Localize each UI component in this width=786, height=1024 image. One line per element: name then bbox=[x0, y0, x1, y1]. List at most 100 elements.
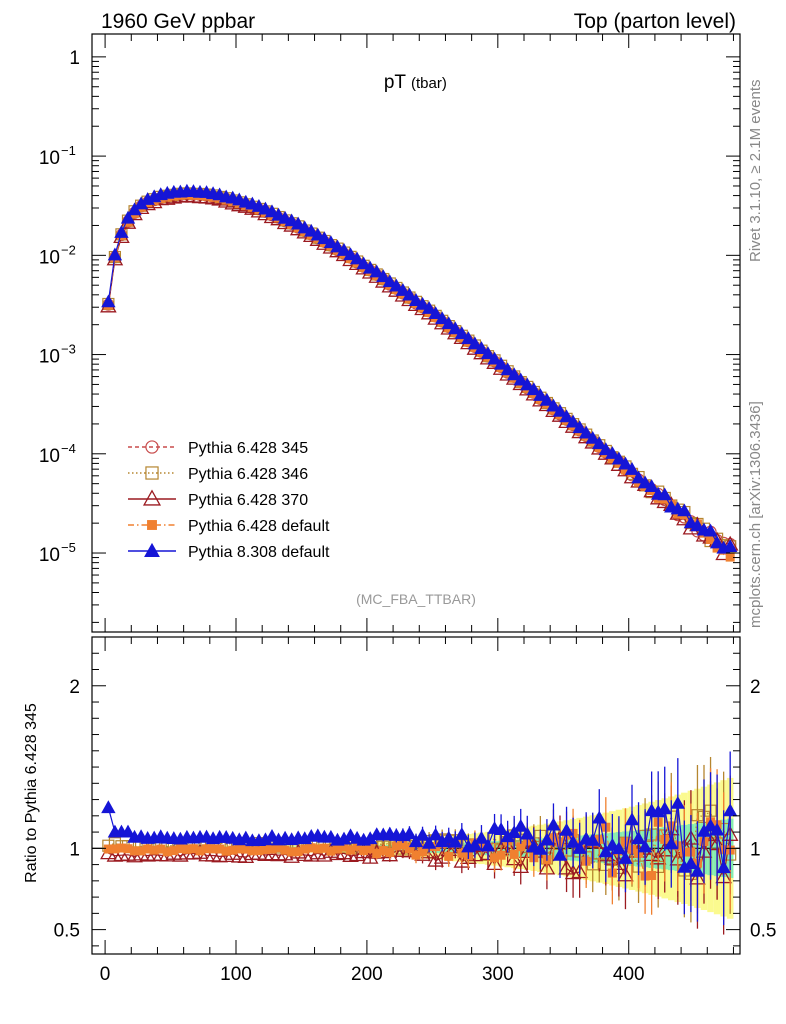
data-point bbox=[572, 420, 587, 434]
data-point bbox=[175, 844, 185, 854]
x-tick-label: 0 bbox=[100, 964, 111, 985]
data-point bbox=[144, 542, 160, 557]
data-point bbox=[402, 826, 417, 840]
data-point bbox=[572, 840, 587, 854]
y-tick-exponent: −2 bbox=[61, 242, 76, 257]
top-data-area bbox=[100, 183, 739, 562]
legend-label: Pythia 6.428 default bbox=[188, 518, 330, 535]
data-point bbox=[467, 336, 483, 350]
data-point bbox=[657, 487, 672, 501]
data-point bbox=[142, 489, 162, 506]
data-point bbox=[306, 843, 316, 853]
data-point bbox=[221, 846, 231, 856]
legend: Pythia 6.428 345 Pythia 6.428 346 Pythia 6… bbox=[128, 440, 330, 561]
data-point bbox=[267, 844, 277, 854]
main-plot: 110−110−210−310−410−5 pT (tbar) (MC_FBA_… bbox=[39, 33, 741, 633]
data-point bbox=[480, 838, 496, 852]
data-point bbox=[116, 843, 126, 853]
ratio-y-tick-label-right: 2 bbox=[750, 677, 761, 698]
data-point bbox=[385, 847, 395, 857]
data-point bbox=[677, 859, 692, 873]
analysis-watermark: (MC_FBA_TTBAR) bbox=[356, 591, 476, 607]
data-point bbox=[592, 436, 607, 450]
legend-label: Pythia 8.308 default bbox=[188, 544, 330, 561]
data-point bbox=[647, 871, 657, 881]
data-point bbox=[300, 844, 310, 854]
data-point bbox=[101, 294, 116, 308]
data-point bbox=[237, 848, 255, 864]
data-point bbox=[624, 812, 640, 826]
data-point bbox=[208, 844, 218, 854]
data-point bbox=[408, 834, 424, 848]
rivet-label: Rivet 3.1.10, ≥ 2.1M events bbox=[747, 80, 764, 263]
data-point bbox=[448, 321, 463, 335]
data-point bbox=[490, 853, 500, 863]
data-point bbox=[703, 523, 718, 537]
y-tick-exponent: −4 bbox=[61, 441, 76, 456]
data-point bbox=[389, 278, 404, 292]
data-point bbox=[215, 844, 225, 854]
ratio-plot: 0.5 0.5 1 1 2 2 0 100 200 300 400 Ratio to Pythia … bbox=[23, 636, 776, 985]
data-point bbox=[546, 398, 561, 412]
data-point bbox=[101, 800, 116, 814]
data-point bbox=[254, 846, 264, 856]
data-point bbox=[533, 841, 548, 855]
data-point bbox=[670, 795, 686, 809]
data-point bbox=[605, 446, 620, 459]
data-point bbox=[376, 269, 391, 283]
data-point bbox=[506, 367, 522, 381]
data-point bbox=[716, 860, 731, 874]
x-tick-label: 300 bbox=[482, 964, 514, 985]
ratio-y-tick-label-right: 1 bbox=[750, 839, 761, 860]
legend-label: Pythia 6.428 370 bbox=[188, 492, 308, 509]
data-point bbox=[565, 414, 581, 428]
data-point bbox=[618, 851, 633, 864]
data-point bbox=[247, 846, 257, 856]
ratio-plot-axes: 0.5 0.5 1 1 2 2 0 100 200 300 400 bbox=[54, 636, 776, 985]
data-point bbox=[434, 834, 450, 848]
data-point bbox=[520, 826, 535, 840]
data-point bbox=[145, 440, 159, 454]
data-point bbox=[598, 844, 614, 858]
data-point bbox=[395, 283, 411, 296]
data-point bbox=[162, 847, 172, 857]
data-point bbox=[677, 503, 692, 517]
data-point bbox=[149, 845, 159, 855]
data-point bbox=[156, 844, 166, 854]
data-point bbox=[516, 842, 526, 852]
data-point bbox=[349, 251, 365, 265]
data-point bbox=[428, 827, 443, 841]
header-energy: 1960 GeV ppbar bbox=[101, 10, 255, 33]
data-point bbox=[110, 844, 120, 854]
data-point bbox=[513, 818, 528, 832]
data-point bbox=[526, 382, 542, 396]
data-point bbox=[520, 377, 535, 391]
data-point bbox=[631, 470, 646, 484]
data-point bbox=[722, 539, 738, 552]
data-point bbox=[454, 326, 470, 340]
data-point bbox=[461, 331, 476, 345]
data-point bbox=[378, 846, 388, 856]
data-point bbox=[398, 840, 408, 850]
data-point bbox=[683, 856, 699, 869]
data-point bbox=[722, 803, 738, 817]
y-tick-label: 10 bbox=[39, 148, 60, 169]
data-point bbox=[611, 841, 627, 855]
data-point bbox=[114, 225, 129, 238]
y-tick-label: 1 bbox=[69, 48, 80, 69]
data-point bbox=[631, 831, 646, 845]
data-point bbox=[145, 466, 159, 480]
data-point bbox=[441, 316, 456, 330]
data-point bbox=[546, 817, 561, 831]
ratio-y-tick-label-right: 0.5 bbox=[750, 921, 776, 942]
legend-entry: Pythia 8.308 default bbox=[128, 542, 330, 561]
data-point bbox=[195, 846, 205, 856]
data-point bbox=[359, 845, 369, 855]
data-point bbox=[487, 351, 502, 365]
ratio-ylabel: Ratio to Pythia 6.428 345 bbox=[23, 703, 40, 883]
data-point bbox=[143, 844, 153, 854]
x-tick-label: 400 bbox=[613, 964, 645, 985]
data-point bbox=[202, 844, 212, 854]
data-point bbox=[352, 841, 362, 851]
